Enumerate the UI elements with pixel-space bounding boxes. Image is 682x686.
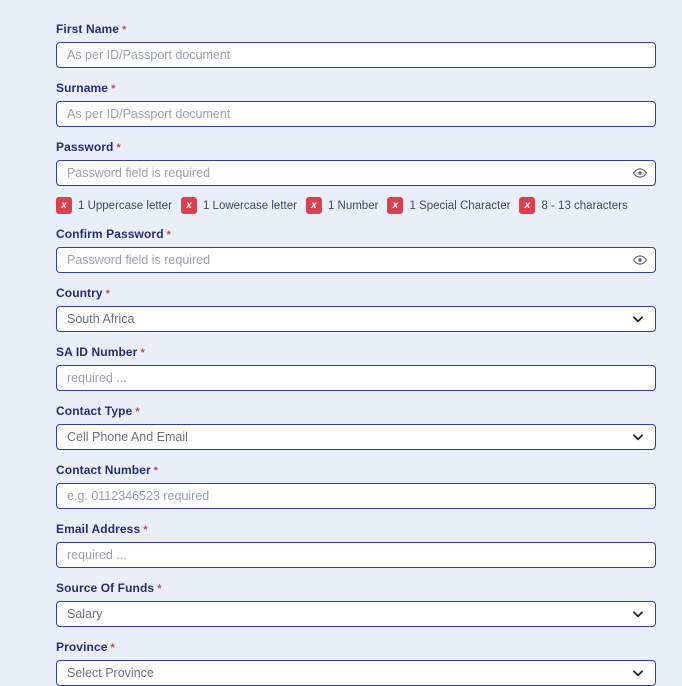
label-text: Contact Type [56, 404, 133, 418]
password-rules: x 1 Uppercase letter x 1 Lowercase lette… [56, 197, 656, 214]
fail-x-icon: x [387, 197, 404, 214]
required-asterisk: * [116, 142, 121, 154]
fail-x-icon: x [56, 197, 72, 214]
rule-text: 8 - 13 characters [541, 199, 628, 212]
label-text: Email Address [56, 522, 141, 536]
country-select[interactable]: South Africa [56, 306, 656, 332]
confirm-password-input-wrap [56, 247, 656, 273]
field-group-contact-type: Contact Type * Cell Phone And Email [56, 404, 656, 450]
field-group-province: Province * Select Province [56, 640, 656, 686]
fail-x-icon: x [519, 197, 536, 214]
surname-label: Surname * [56, 81, 656, 95]
contact-type-select[interactable]: Cell Phone And Email [56, 424, 656, 450]
contact-number-input[interactable] [56, 483, 656, 509]
confirm-password-input[interactable] [56, 247, 656, 273]
field-group-source-of-funds: Source Of Funds * Salary [56, 581, 656, 627]
eye-icon[interactable] [633, 253, 647, 267]
surname-input[interactable] [56, 101, 656, 127]
password-rule-special: x 1 Special Character [387, 197, 510, 214]
required-asterisk: * [105, 288, 111, 300]
label-text: Province [56, 640, 108, 654]
password-input-wrap [56, 160, 656, 186]
field-group-password: Password* x 1 Uppercase letter x 1 Lower… [56, 140, 656, 214]
required-asterisk: * [140, 347, 145, 359]
password-input[interactable] [56, 160, 656, 186]
fail-x-icon: x [305, 197, 322, 214]
chevron-down-icon [633, 611, 643, 618]
sa-id-number-input[interactable] [56, 365, 656, 391]
select-value: South Africa [67, 312, 135, 326]
required-asterisk: * [111, 83, 116, 95]
chevron-down-icon [633, 434, 643, 441]
required-asterisk: * [122, 24, 127, 36]
field-group-email-address: Email Address * [56, 522, 656, 568]
select-value: Salary [67, 607, 103, 621]
chevron-down-icon [633, 316, 643, 323]
required-asterisk: * [143, 524, 148, 536]
required-asterisk: * [157, 583, 162, 595]
field-group-sa-id-number: SA ID Number * [56, 345, 656, 391]
field-group-country: Country * South Africa [56, 286, 656, 332]
fail-x-icon: x [180, 197, 197, 214]
confirm-password-label: Confirm Password * [56, 227, 656, 241]
required-asterisk: * [110, 642, 115, 654]
first-name-input[interactable] [56, 42, 656, 68]
label-text: Password [56, 140, 114, 154]
password-label: Password * [56, 140, 656, 154]
province-select[interactable]: Select Province [56, 660, 656, 686]
country-label: Country * [56, 286, 656, 300]
contact-number-label: Contact Number * [56, 463, 656, 477]
select-value: Select Province [67, 666, 154, 680]
rule-text: 1 Lowercase letter [202, 199, 297, 212]
password-rule-uppercase: x 1 Uppercase letter [56, 197, 172, 214]
eye-icon[interactable] [633, 166, 647, 180]
password-rule-number: x 1 Number [305, 197, 379, 214]
required-asterisk: * [153, 465, 159, 477]
label-text: Source Of Funds [56, 581, 155, 595]
password-rule-lowercase: x 1 Lowercase letter [180, 197, 297, 214]
rule-text: 1 Number [327, 199, 379, 212]
select-value: Cell Phone And Email [67, 430, 188, 444]
label-text: Contact Number [56, 463, 151, 477]
field-group-confirm-password: Confirm Password * [56, 227, 656, 273]
sa-id-number-label: SA ID Number * [56, 345, 656, 359]
rule-text: 1 Uppercase letter [78, 199, 172, 212]
label-text: Confirm Password [56, 227, 164, 241]
chevron-down-icon [633, 670, 643, 677]
required-asterisk: * [166, 229, 172, 241]
password-rule-length: x 8 - 13 characters [519, 197, 628, 214]
label-text: Surname [56, 81, 109, 95]
rule-text: 1 Special Character [409, 199, 511, 212]
required-asterisk: * [135, 406, 140, 418]
province-label: Province * [56, 640, 656, 654]
contact-type-label: Contact Type * [56, 404, 656, 418]
first-name-label: First Name * [56, 22, 656, 36]
label-text: Country [56, 286, 103, 300]
field-group-first-name: First Name * [56, 22, 656, 68]
source-of-funds-label: Source Of Funds * [56, 581, 656, 595]
field-group-surname: Surname * [56, 81, 656, 127]
field-group-contact-number: Contact Number * [56, 463, 656, 509]
label-text: SA ID Number [56, 345, 138, 359]
email-address-input[interactable] [56, 542, 656, 568]
email-address-label: Email Address * [56, 522, 656, 536]
label-text: First Name [56, 22, 120, 36]
source-of-funds-select[interactable]: Salary [56, 601, 656, 627]
